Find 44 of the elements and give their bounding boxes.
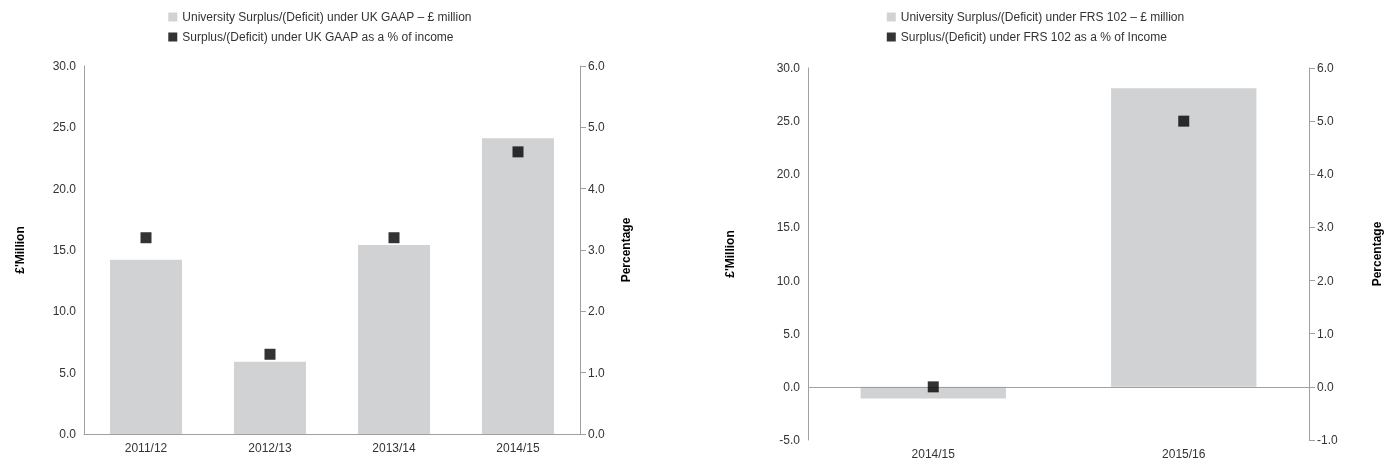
y-tick-label: 30.0 <box>52 59 77 73</box>
y-axis-title: £'Million <box>723 230 737 278</box>
y-tick-label: 25.0 <box>776 114 801 129</box>
y-tick-label: 25.0 <box>52 120 77 135</box>
y2-tick-label: 4.0 <box>1317 167 1335 182</box>
y-tick-label: 0.0 <box>783 379 801 394</box>
y2-tick-label: 6.0 <box>1317 61 1335 75</box>
y2-tick-label: 4.0 <box>588 181 606 196</box>
x-tick-label: 2011/12 <box>124 441 168 455</box>
y2-tick-label: 1.0 <box>588 365 606 380</box>
y2-tick-label: 2.0 <box>588 304 606 319</box>
y-tick-label: 10.0 <box>52 304 77 319</box>
x-tick-label: 2012/13 <box>248 441 293 455</box>
y2-axis-title: Percentage <box>1370 221 1384 287</box>
y2-tick-label: 5.0 <box>588 120 606 135</box>
y2-tick-label: 6.0 <box>588 59 606 73</box>
y2-tick-label: 5.0 <box>1317 114 1335 129</box>
y-tick-label: -5.0 <box>779 433 801 447</box>
y-tick-label: 10.0 <box>776 273 801 288</box>
y2-tick-label: 3.0 <box>588 243 606 257</box>
legend-label: University Surplus/(Deficit) under UK GAAP – £ million <box>182 10 472 24</box>
x-tick-label: 2014/15 <box>911 447 956 461</box>
y-tick-label: 20.0 <box>52 181 77 196</box>
y2-axis-title: Percentage <box>619 217 633 283</box>
y-tick-label: 5.0 <box>59 365 77 380</box>
x-tick-label: 2015/16 <box>1162 447 1206 461</box>
x-tick-label: 2014/15 <box>496 441 541 455</box>
y-tick-label: 0.0 <box>59 427 77 441</box>
y-tick-label: 5.0 <box>783 326 801 341</box>
y2-tick-label: 2.0 <box>1317 273 1335 288</box>
x-tick-label: 2013/14 <box>372 441 417 455</box>
legend-label: Surplus/(Deficit) under FRS 102 as a % of Income <box>900 30 1168 44</box>
y-tick-label: 15.0 <box>52 243 77 257</box>
y-tick-label: 20.0 <box>776 167 801 182</box>
legend-label: University Surplus/(Deficit) under FRS 102 – £ million <box>900 10 1185 24</box>
y-tick-label: 30.0 <box>776 61 801 75</box>
y2-tick-label: 3.0 <box>1317 220 1335 235</box>
y2-tick-label: 1.0 <box>1317 326 1335 341</box>
y2-tick-label: 0.0 <box>588 427 606 441</box>
y-axis-title: £'Million <box>13 226 27 274</box>
legend-label: Surplus/(Deficit) under UK GAAP as a % of income <box>182 30 454 44</box>
y2-tick-label: 0.0 <box>1317 379 1335 394</box>
y-tick-label: 15.0 <box>776 220 801 235</box>
y2-tick-label: -1.0 <box>1317 433 1338 447</box>
